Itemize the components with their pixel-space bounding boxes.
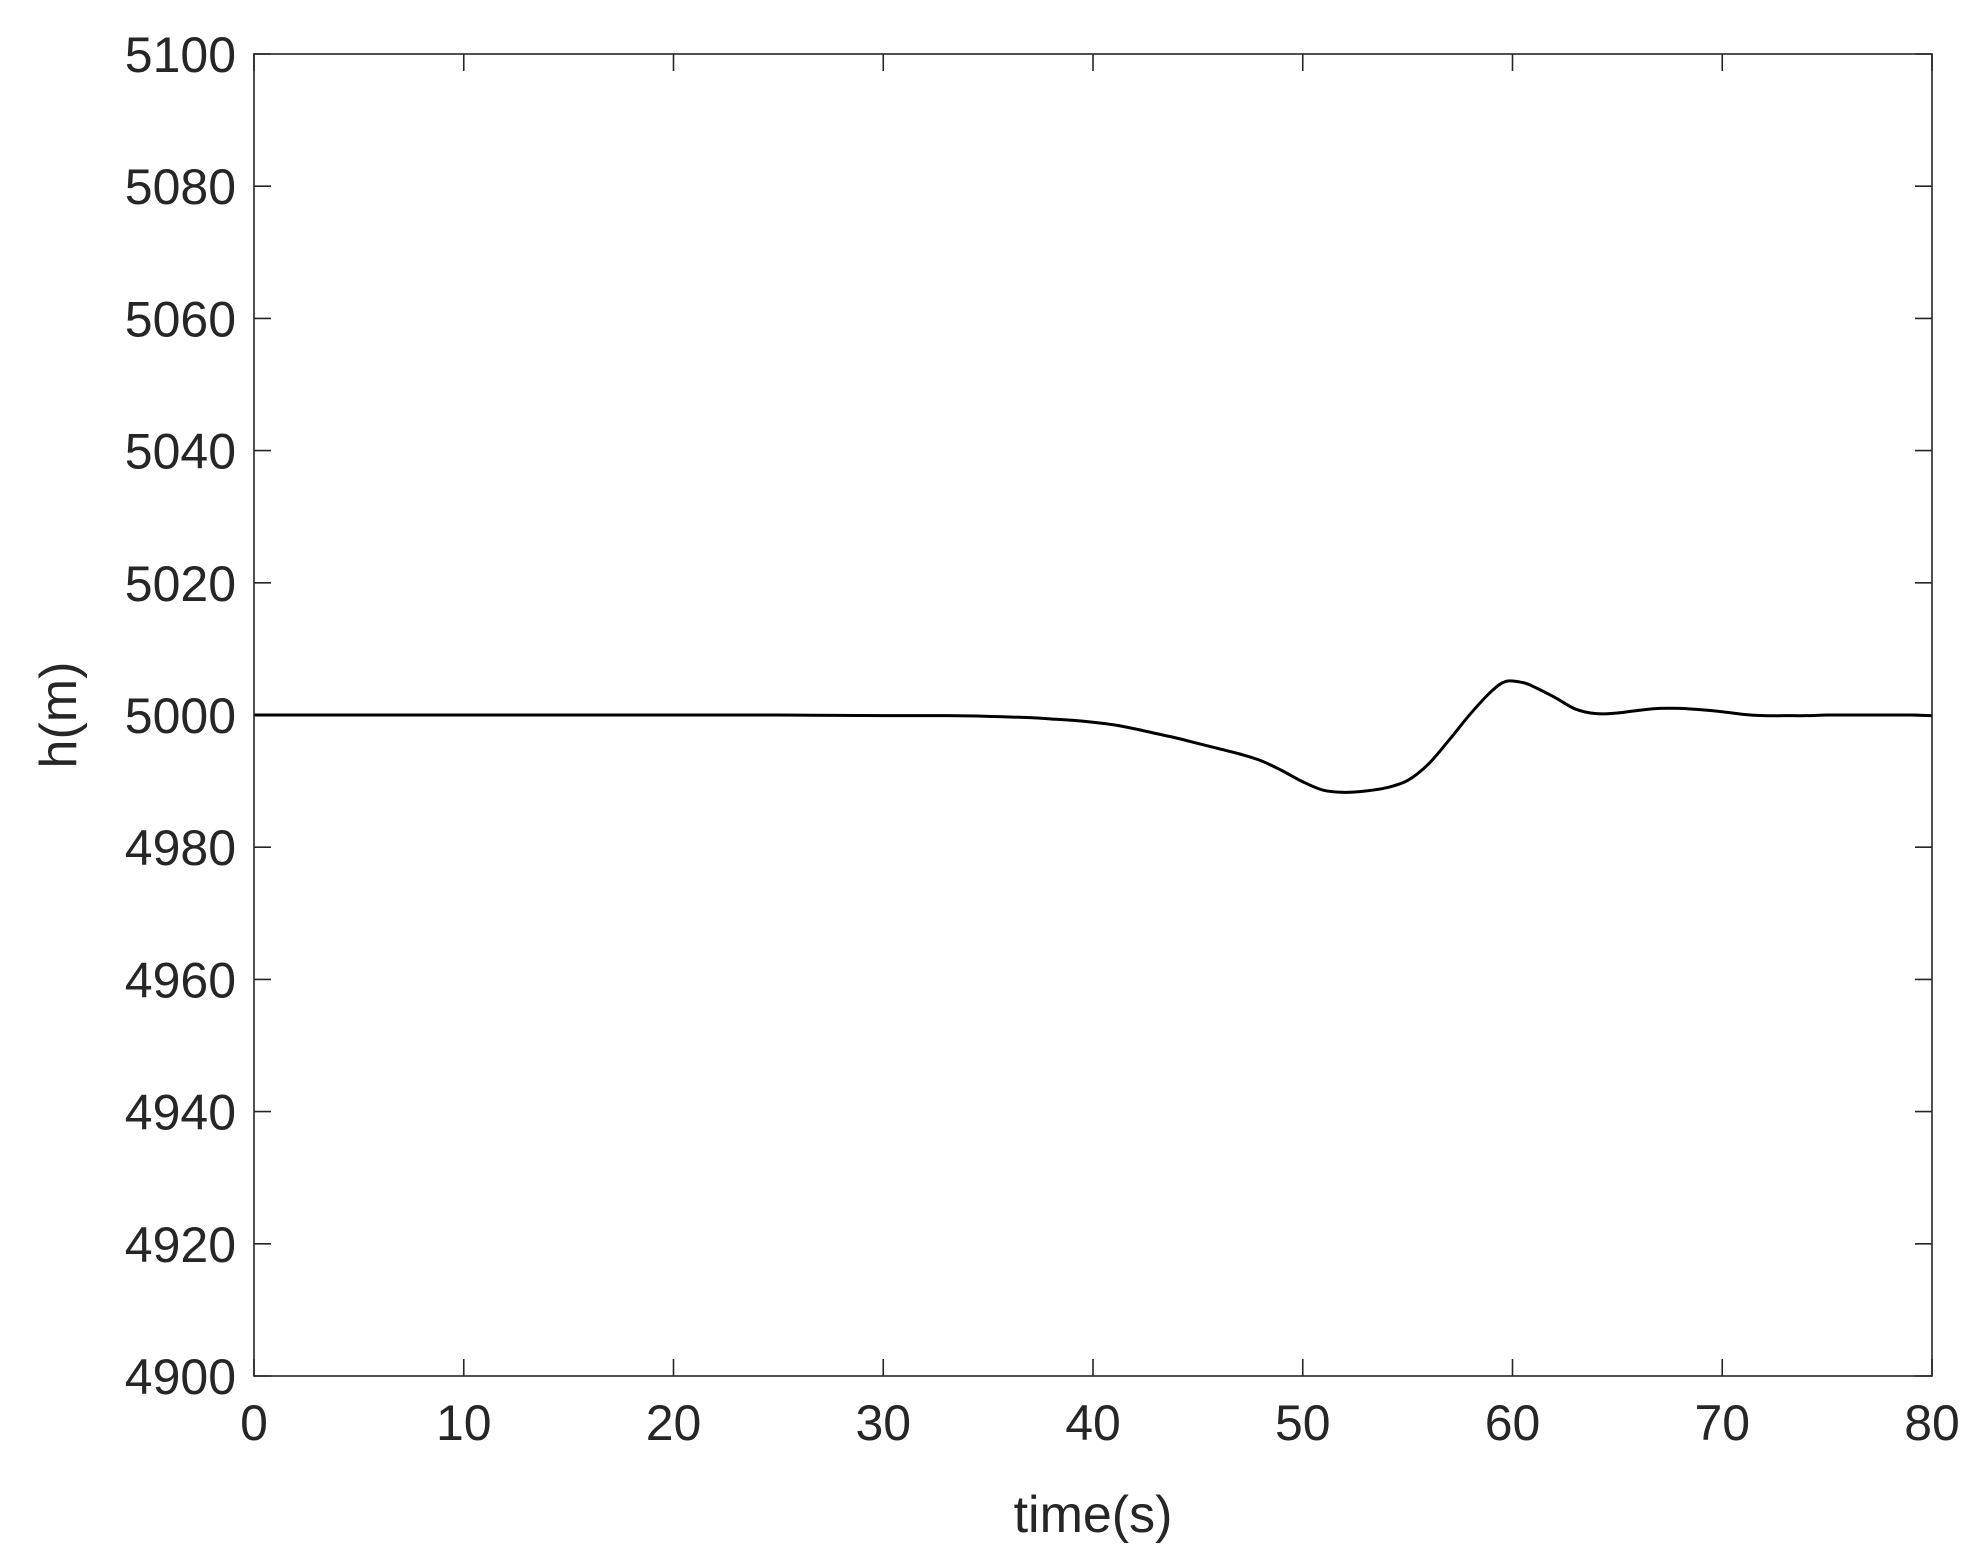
x-tick-label: 40 xyxy=(1065,1395,1121,1451)
y-tick-label: 4940 xyxy=(125,1085,236,1141)
x-tick-label: 70 xyxy=(1694,1395,1750,1451)
y-axis-label: h(m) xyxy=(30,662,88,769)
x-axis-label: time(s) xyxy=(1014,1486,1173,1544)
y-tick-label: 4960 xyxy=(125,952,236,1008)
x-tick-label: 60 xyxy=(1485,1395,1541,1451)
series-line xyxy=(254,679,1933,794)
y-tick-label: 5020 xyxy=(125,556,236,612)
series-layer xyxy=(254,679,1933,794)
y-tick-label: 5040 xyxy=(125,424,236,480)
x-tick-label: 30 xyxy=(855,1395,911,1451)
x-tick-label: 80 xyxy=(1904,1395,1960,1451)
y-tick-label: 5100 xyxy=(125,27,236,83)
y-tick-label: 5000 xyxy=(125,688,236,744)
y-tick-labels: 4900 4920 4940 4960 4980 5000 5020 5040 5060 5080… xyxy=(125,27,236,1405)
plot-frame xyxy=(253,53,1933,1377)
x-tick-labels: 0 10 20 30 40 50 60 70 80 xyxy=(240,1395,1960,1451)
x-tick-label: 50 xyxy=(1275,1395,1331,1451)
y-tick-label: 4980 xyxy=(125,820,236,876)
y-tick-label: 5060 xyxy=(125,291,236,347)
y-tick-label: 4920 xyxy=(125,1217,236,1273)
y-tick-label: 4900 xyxy=(125,1349,236,1405)
y-tick-label: 5080 xyxy=(125,159,236,215)
x-tick-label: 10 xyxy=(436,1395,492,1451)
x-tick-label: 0 xyxy=(240,1395,268,1451)
x-tick-label: 20 xyxy=(646,1395,702,1451)
